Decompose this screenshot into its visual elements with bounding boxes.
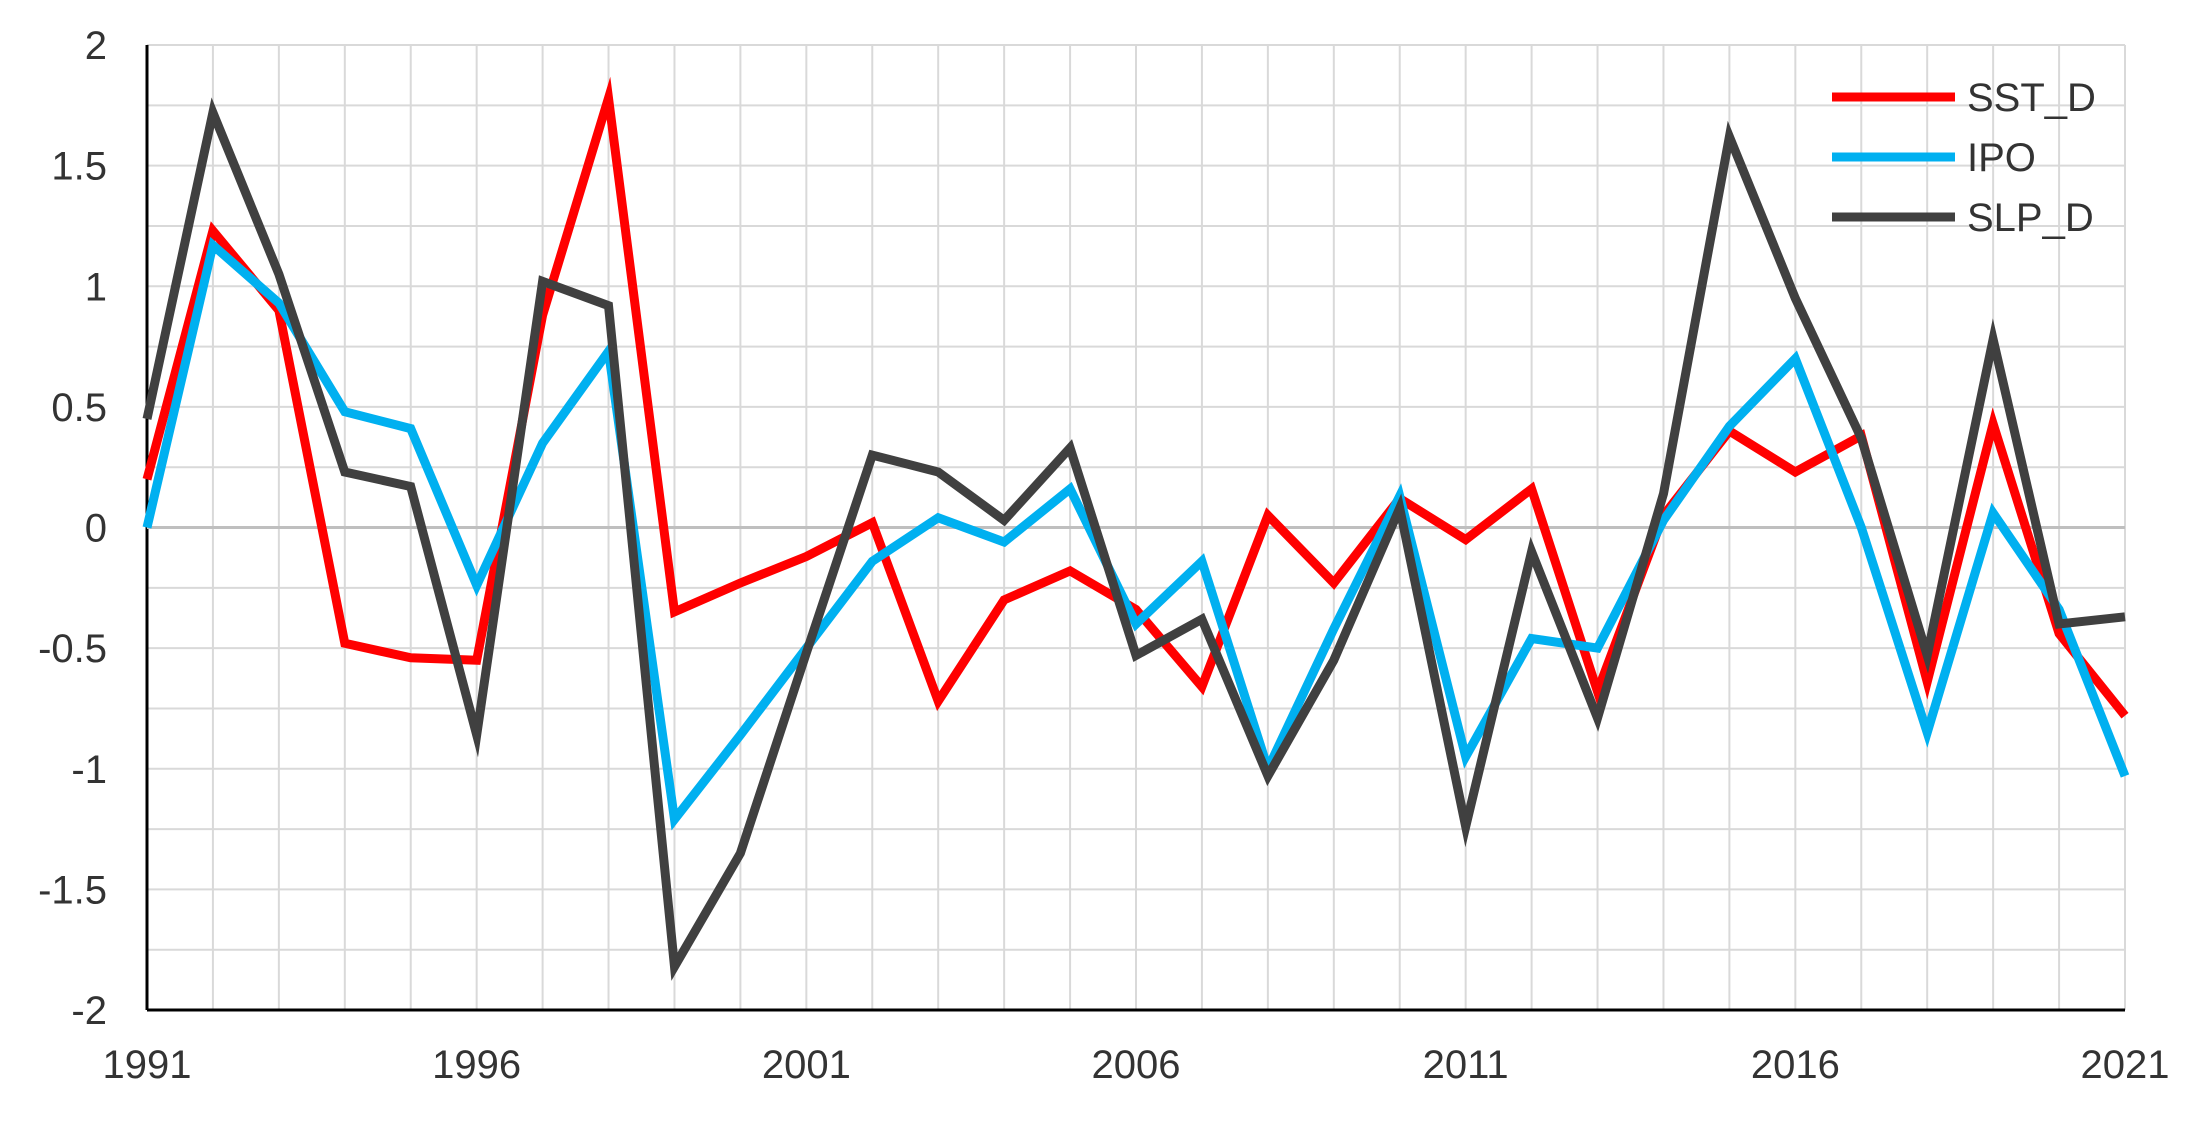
series-line-sst-d — [142, 76, 2129, 719]
y-tick-label: 1.5 — [51, 145, 107, 189]
y-tick-label: -1 — [71, 748, 107, 792]
y-tick-label: -0.5 — [38, 627, 107, 671]
legend-label-sst-d: SST_D — [1967, 76, 2096, 120]
y-tick-label: 0.5 — [51, 386, 107, 430]
x-axis-tick-labels: 1991 1996 2001 2006 2011 2016 2021 — [103, 1043, 2170, 1087]
y-tick-label: 0 — [85, 507, 107, 551]
x-tick-label: 2016 — [1751, 1043, 1840, 1087]
x-tick-label: 2001 — [762, 1043, 851, 1087]
series-line-slp-d — [142, 97, 2126, 981]
x-tick-label: 1996 — [432, 1043, 521, 1087]
legend-label-ipo: IPO — [1967, 136, 2036, 180]
series-lines — [142, 76, 2130, 981]
y-axis-tick-labels: 2 1.5 1 0.5 0 -0.5 -1 -1.5 -2 — [38, 24, 107, 1033]
y-tick-label: 2 — [85, 24, 107, 68]
y-tick-label: -2 — [71, 989, 107, 1033]
x-tick-label: 2011 — [1423, 1043, 1509, 1087]
y-tick-label: -1.5 — [38, 868, 107, 912]
y-tick-label: 1 — [85, 265, 107, 309]
x-tick-label: 2021 — [2081, 1043, 2170, 1087]
x-tick-label: 2006 — [1092, 1043, 1181, 1087]
legend-label-slp-d: SLP_D — [1967, 196, 2094, 240]
legend: SST_D IPO SLP_D — [1832, 76, 2096, 240]
x-tick-label: 1991 — [103, 1043, 192, 1087]
series-line-ipo — [142, 236, 2130, 831]
